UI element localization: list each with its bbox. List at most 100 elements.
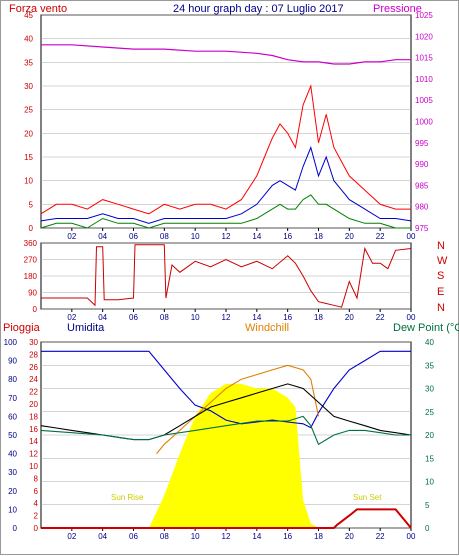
- pressure-axis-title: Pressione: [373, 3, 422, 15]
- temp-y-tick-label: 5: [425, 501, 430, 510]
- windchill-line: [156, 364, 320, 454]
- wind-y-tick-label: 0: [29, 224, 34, 233]
- pressure-y-tick-label: 1015: [415, 54, 433, 63]
- direction-x-tick-label: 14: [252, 313, 261, 322]
- wind-x-tick-label: 00: [407, 232, 416, 241]
- wind-x-tick-label: 18: [314, 232, 323, 241]
- rain-y-tick-label: 22: [29, 388, 38, 397]
- direction-y-tick-label: 180: [24, 272, 38, 281]
- temp-x-tick-label: 02: [67, 532, 76, 541]
- direction-x-tick-label: 02: [67, 313, 76, 322]
- rain-y-tick-label: 24: [29, 375, 38, 384]
- direction-chart: 0 90 180 270 360 02 04 06 08 10 12 14 16 18 20 22 00: [24, 239, 416, 322]
- wind-x-tick-label: 14: [252, 232, 261, 241]
- pressure-y-tick-label: 975: [415, 224, 429, 233]
- rain-legend: Pioggia: [3, 322, 41, 334]
- direction-y-tick-label: 360: [24, 239, 38, 248]
- humidity-y-tick-label: 60: [8, 412, 17, 421]
- solar-area: [148, 383, 319, 528]
- rain-y-tick-label: 12: [29, 450, 38, 459]
- wind-x-tick-label: 16: [283, 232, 292, 241]
- temp-x-tick-label: 12: [222, 532, 231, 541]
- temp-x-tick-label: 04: [98, 532, 107, 541]
- temp-x-tick-label: 14: [252, 532, 261, 541]
- dewpoint-legend: Dew Point (°C: [393, 322, 459, 334]
- temp-x-tick-label: 22: [376, 532, 385, 541]
- temp-x-tick-label: 06: [129, 532, 138, 541]
- compass-w: W: [437, 255, 448, 267]
- humidity-y-tick-label: 0: [13, 524, 18, 533]
- temp-y-tick-label: 25: [425, 408, 434, 417]
- direction-x-tick-label: 04: [98, 313, 107, 322]
- humidity-y-tick-label: 70: [8, 394, 17, 403]
- humidity-y-tick-label: 10: [8, 505, 17, 514]
- direction-x-tick-label: 18: [314, 313, 323, 322]
- windchill-legend: Windchill: [245, 322, 289, 334]
- wind-y-tick-label: 30: [24, 82, 33, 91]
- compass-n-top: N: [437, 240, 445, 252]
- temp-y-tick-label: 0: [425, 524, 430, 533]
- temp-y-tick-label: 30: [425, 385, 434, 394]
- temp-x-tick-label: 00: [407, 532, 416, 541]
- compass-e: E: [437, 286, 444, 298]
- chart-title: 24 hour graph day : 07 Luglio 2017: [173, 3, 344, 15]
- wind-x-tick-label: 02: [67, 232, 76, 241]
- temp-x-tick-label: 18: [314, 532, 323, 541]
- wind-y-tick-label: 20: [24, 129, 33, 138]
- compass-s: S: [437, 270, 444, 282]
- rain-y-tick-label: 0: [34, 524, 39, 533]
- pressure-y-tick-label: 995: [415, 139, 429, 148]
- wind-gust-line: [40, 84, 411, 215]
- humidity-y-tick-label: 90: [8, 357, 17, 366]
- pressure-y-tick-label: 1005: [415, 96, 433, 105]
- rain-y-tick-label: 26: [29, 363, 38, 372]
- wind-average-line: [40, 145, 412, 224]
- temp-y-tick-label: 40: [425, 338, 434, 347]
- humidity-y-tick-label: 100: [4, 338, 18, 347]
- wind-x-tick-label: 20: [345, 232, 354, 241]
- direction-y-tick-label: 270: [24, 256, 38, 265]
- humidity-y-tick-label: 80: [8, 375, 17, 384]
- temp-y-tick-label: 20: [425, 431, 434, 440]
- rain-y-tick-label: 16: [29, 425, 38, 434]
- rain-y-tick-label: 8: [34, 474, 39, 483]
- temp-x-tick-label: 08: [160, 532, 169, 541]
- wind-y-tick-label: 25: [24, 106, 33, 115]
- direction-y-tick-label: 0: [33, 305, 38, 314]
- wind-y-tick-label: 35: [24, 58, 33, 67]
- wind-axis-title: Forza vento: [9, 3, 67, 15]
- humidity-line: [41, 350, 411, 429]
- rain-y-tick-label: 28: [29, 350, 38, 359]
- rain-y-tick-label: 2: [34, 512, 39, 521]
- pressure-y-tick-label: 980: [415, 203, 429, 212]
- direction-x-tick-label: 08: [160, 313, 169, 322]
- wind-x-tick-label: 22: [376, 232, 385, 241]
- rain-y-tick-label: 14: [29, 437, 38, 446]
- temp-chart: 0510152025303540010203040506070809010002…: [4, 338, 435, 541]
- rain-line: [41, 508, 412, 529]
- humidity-y-tick-label: 20: [8, 487, 17, 496]
- temp-x-tick-label: 20: [345, 532, 354, 541]
- direction-x-tick-label: 06: [129, 313, 138, 322]
- dewpoint-line: [40, 415, 411, 446]
- wind-x-tick-label: 10: [191, 232, 200, 241]
- sunrise-label: Sun Rise: [111, 493, 144, 502]
- pressure-y-tick-label: 1010: [415, 75, 433, 84]
- wind-y-tick-label: 45: [24, 11, 33, 20]
- direction-y-tick-label: 90: [28, 289, 37, 298]
- pressure-y-tick-label: 990: [415, 160, 429, 169]
- humidity-legend: Umidita: [67, 322, 105, 334]
- rain-y-tick-label: 20: [29, 400, 38, 409]
- wind-y-tick-label: 40: [24, 35, 33, 44]
- rain-y-tick-label: 6: [34, 487, 39, 496]
- direction-x-tick-label: 00: [407, 313, 416, 322]
- wind-chart: 0510152025303540459759809859909951000100…: [24, 11, 433, 241]
- humidity-y-tick-label: 50: [8, 431, 17, 440]
- wind-x-tick-label: 08: [160, 232, 169, 241]
- rain-y-tick-label: 4: [34, 499, 39, 508]
- wind-low-line: [40, 194, 411, 229]
- humidity-y-tick-label: 30: [8, 468, 17, 477]
- wind-y-tick-label: 15: [24, 153, 33, 162]
